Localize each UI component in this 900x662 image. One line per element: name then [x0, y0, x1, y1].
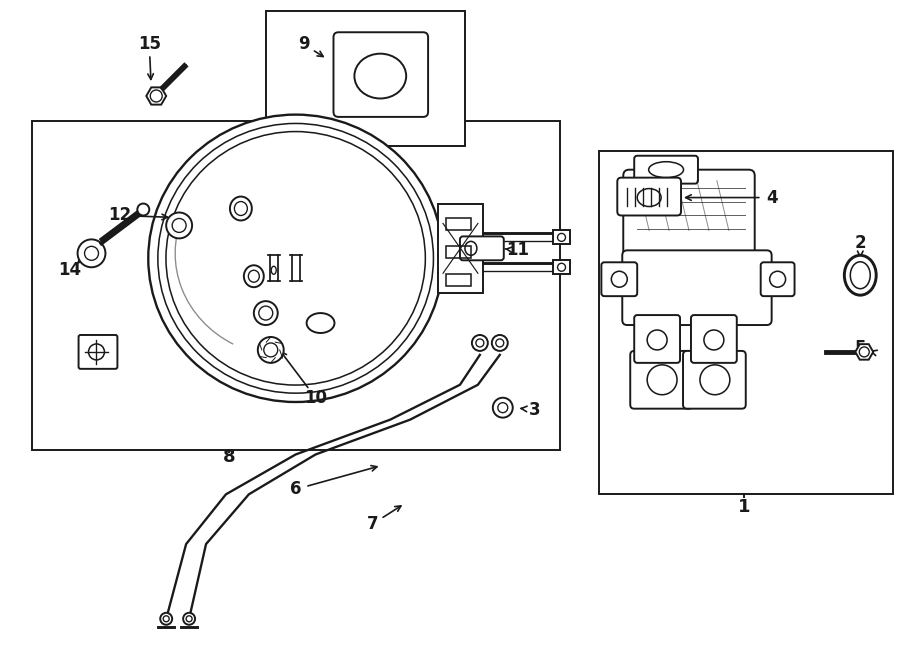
Text: 2: 2	[854, 234, 866, 252]
Text: 7: 7	[366, 515, 378, 533]
Polygon shape	[438, 203, 483, 293]
FancyBboxPatch shape	[760, 262, 795, 296]
Polygon shape	[855, 344, 873, 359]
Text: 12: 12	[108, 207, 131, 224]
FancyBboxPatch shape	[460, 236, 504, 260]
Bar	[553, 230, 571, 244]
Circle shape	[257, 337, 284, 363]
Ellipse shape	[355, 54, 406, 99]
Text: 3: 3	[529, 401, 541, 418]
Text: 15: 15	[138, 35, 161, 53]
FancyBboxPatch shape	[634, 156, 698, 183]
Bar	[599, 151, 893, 495]
Circle shape	[138, 203, 149, 216]
Polygon shape	[147, 87, 166, 105]
Text: 8: 8	[222, 448, 235, 467]
Bar	[446, 218, 471, 230]
Text: 10: 10	[304, 389, 327, 406]
Text: 1: 1	[737, 498, 750, 516]
Ellipse shape	[844, 256, 877, 295]
Circle shape	[160, 613, 172, 625]
FancyBboxPatch shape	[78, 335, 117, 369]
FancyBboxPatch shape	[601, 262, 637, 296]
Circle shape	[166, 213, 192, 238]
FancyBboxPatch shape	[683, 351, 746, 408]
Ellipse shape	[230, 197, 252, 220]
Circle shape	[254, 301, 278, 325]
Ellipse shape	[244, 265, 264, 287]
Bar	[32, 121, 560, 449]
Ellipse shape	[148, 115, 443, 402]
Bar	[446, 274, 471, 286]
FancyBboxPatch shape	[334, 32, 428, 117]
Circle shape	[472, 335, 488, 351]
Text: 9: 9	[298, 35, 310, 53]
Text: 14: 14	[58, 261, 81, 279]
Bar	[446, 246, 471, 258]
Bar	[266, 11, 465, 146]
Text: 11: 11	[506, 242, 529, 260]
Circle shape	[493, 398, 513, 418]
FancyBboxPatch shape	[617, 177, 681, 216]
Text: 13: 13	[92, 334, 115, 352]
Circle shape	[77, 240, 105, 267]
FancyBboxPatch shape	[691, 315, 737, 363]
FancyBboxPatch shape	[624, 169, 755, 266]
Text: 5: 5	[854, 339, 866, 357]
Bar	[553, 260, 571, 274]
Text: 4: 4	[766, 189, 778, 207]
Ellipse shape	[307, 313, 335, 333]
Circle shape	[491, 335, 508, 351]
FancyBboxPatch shape	[634, 315, 680, 363]
FancyBboxPatch shape	[622, 250, 771, 325]
Ellipse shape	[850, 261, 870, 289]
Text: 6: 6	[290, 481, 302, 498]
Circle shape	[183, 613, 195, 625]
FancyBboxPatch shape	[630, 351, 693, 408]
